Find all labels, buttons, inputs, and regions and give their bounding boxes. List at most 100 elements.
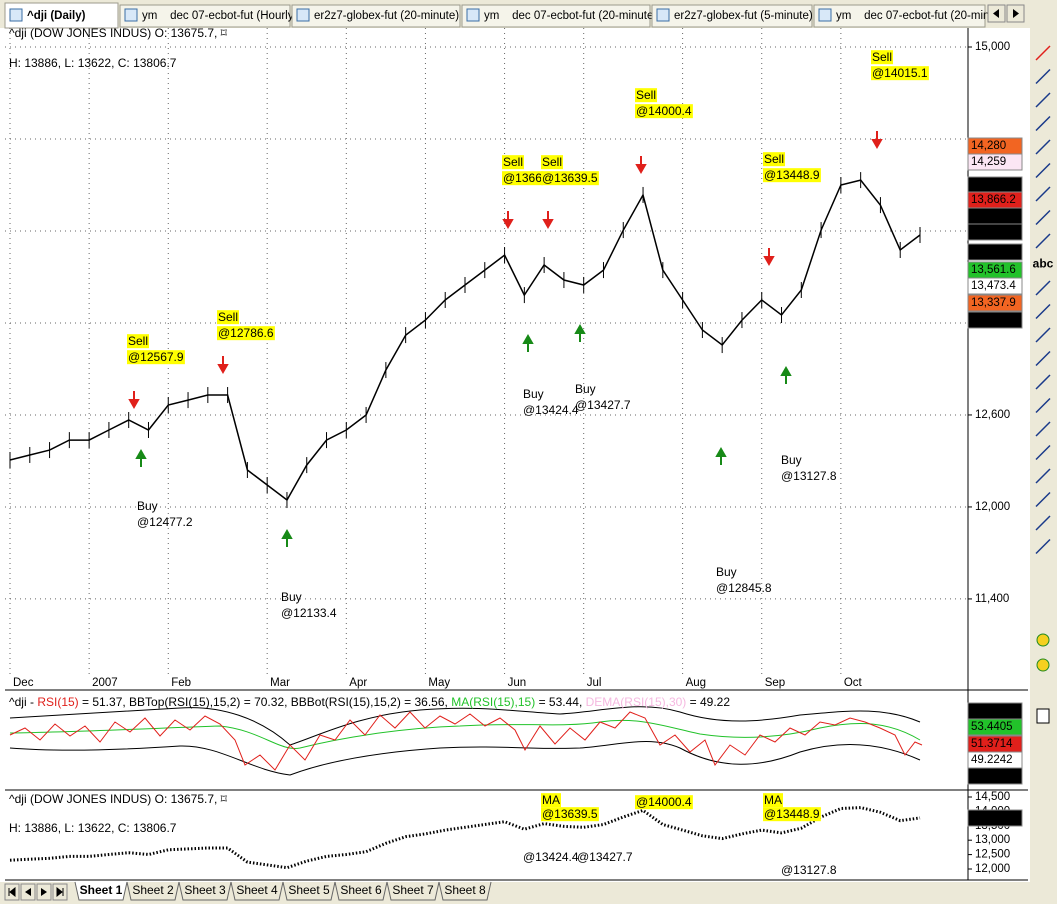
price-tag-box — [967, 294, 1023, 312]
tab[interactable] — [651, 4, 813, 28]
price-tag: 13,866.2 — [971, 194, 1016, 206]
x-tick-label: May — [428, 677, 450, 689]
signal-price: @14015.1 — [872, 66, 928, 80]
signal-highlight — [871, 66, 929, 81]
signal-price: @12133.4 — [281, 606, 337, 620]
tab-scroll[interactable] — [987, 4, 1025, 23]
sheet-label: Sheet 8 — [444, 883, 486, 897]
tab-icon — [296, 8, 310, 22]
mini-panel: ^dji (DOW JONES INDUS) O: 13675.7, ⌑ H: 1… — [9, 791, 1023, 877]
sheet-tab[interactable] — [282, 881, 336, 901]
mini-price-line — [9, 806, 921, 870]
signal-action: Sell — [128, 334, 148, 348]
signal-highlight — [635, 104, 693, 119]
tab[interactable] — [119, 4, 291, 28]
sheet-tab[interactable] — [178, 881, 232, 901]
price-tag: 13,984.4 — [971, 179, 1016, 191]
tab-label: ^dji (Daily) — [27, 10, 86, 22]
sheet-label: Sheet 7 — [392, 883, 434, 897]
sheet-label: Sheet 3 — [184, 883, 226, 897]
rsi-upper-band — [9, 706, 921, 746]
price-tag: 13,674.7 — [971, 246, 1016, 258]
tool-icon — [1035, 421, 1051, 437]
x-tick-label: Oct — [844, 677, 863, 689]
x-tick-label: 2007 — [92, 677, 118, 689]
tool-icon — [1035, 68, 1051, 85]
signal-highlight — [541, 155, 564, 170]
tab-icon — [818, 8, 832, 22]
price-tag: 14,280 — [971, 140, 1006, 152]
mini-tag: 13,806.7 — [971, 812, 1016, 824]
sell-arrow — [217, 356, 229, 375]
toolbar-icons: abc — [1033, 45, 1054, 724]
tab[interactable] — [461, 4, 651, 28]
signal-action: Sell — [764, 152, 784, 166]
tab-icon — [656, 8, 670, 22]
panel-ohlc: H: 13886, L: 13622, C: 13806.7 — [9, 821, 177, 835]
price-tag: 13,473.4 — [971, 280, 1016, 292]
sheet-nav[interactable] — [4, 883, 68, 901]
signal-price: @14000.4 — [636, 104, 692, 118]
tab[interactable] — [4, 2, 119, 29]
sell-arrow — [128, 391, 140, 410]
tool-icon — [1035, 186, 1051, 202]
buy-arrow — [281, 528, 293, 547]
sell-arrow — [542, 211, 554, 230]
price-tag: 13,806.7 — [971, 210, 1016, 222]
mini-signal-label: @13127.8 — [781, 863, 837, 877]
y-tick-label: 15,000 — [975, 41, 1010, 53]
sheet-tab[interactable] — [126, 881, 180, 901]
signal-price: @12567.9 — [128, 350, 184, 364]
tool-icon — [1035, 45, 1051, 61]
rsi-lower-band — [9, 740, 921, 776]
signal-price: @12845.8 — [716, 581, 772, 595]
x-tick-label: Feb — [171, 677, 191, 689]
legend-part: = 53.44, — [535, 695, 585, 709]
tab-label: ym dec 07-ecbot-fut (Hourly) — [142, 10, 297, 22]
signal-price: @13424.4 — [523, 403, 579, 417]
mini-signal-label: @13424.4 — [523, 850, 579, 864]
tab-label: ym dec 07-ecbot-fut (20-minute) — [484, 10, 657, 22]
sheet-tab[interactable] — [438, 881, 492, 901]
tool-icon — [1035, 350, 1051, 367]
tool-icon — [1035, 397, 1051, 414]
mini-signal-label: MA — [542, 793, 560, 807]
price-tag: 14,259 — [971, 156, 1006, 168]
y-tick-label: 12,500 — [975, 849, 1010, 861]
tool-icon — [1035, 303, 1051, 320]
sheet-tab[interactable] — [334, 881, 388, 901]
signal-price: @1366 — [503, 171, 542, 185]
tool-icon — [1035, 538, 1051, 555]
nav-icon — [56, 886, 64, 898]
price-tag-box — [967, 153, 1023, 171]
sheet-tab[interactable] — [230, 881, 284, 901]
rsi-ma-line — [9, 719, 921, 749]
signal-action: Sell — [218, 310, 238, 324]
tool-icon — [1035, 491, 1051, 508]
tab[interactable] — [813, 4, 986, 28]
tool-icon — [1035, 92, 1051, 108]
rsi-tag-box — [967, 718, 1023, 736]
signal-highlight — [541, 807, 599, 822]
signal-highlight — [127, 334, 150, 349]
sheet-tab[interactable] — [386, 881, 440, 901]
price-tag: 13,337.9 — [971, 297, 1016, 309]
sell-arrow — [871, 131, 883, 150]
signal-action: Buy — [281, 590, 302, 604]
text-tool: abc — [1033, 257, 1054, 271]
sheet-tab[interactable] — [74, 881, 128, 901]
sheet-tabs: Sheet 1 Sheet 2 Sheet 3 Sheet 4 Sheet 5 Sheet… — [74, 881, 492, 901]
signal-highlight — [541, 171, 599, 186]
buy-arrow — [522, 333, 534, 352]
tab-icon — [124, 8, 138, 22]
tab[interactable] — [291, 4, 461, 28]
signal-highlight — [217, 310, 240, 325]
y-tick-label: 12,000 — [975, 863, 1010, 875]
signal-action: Buy — [781, 453, 802, 467]
signal-action: Buy — [575, 382, 596, 396]
tool-icon — [1036, 708, 1050, 724]
sheet-label: Sheet 6 — [340, 883, 382, 897]
x-tick-label: Mar — [270, 677, 290, 689]
signal-highlight — [502, 171, 544, 186]
